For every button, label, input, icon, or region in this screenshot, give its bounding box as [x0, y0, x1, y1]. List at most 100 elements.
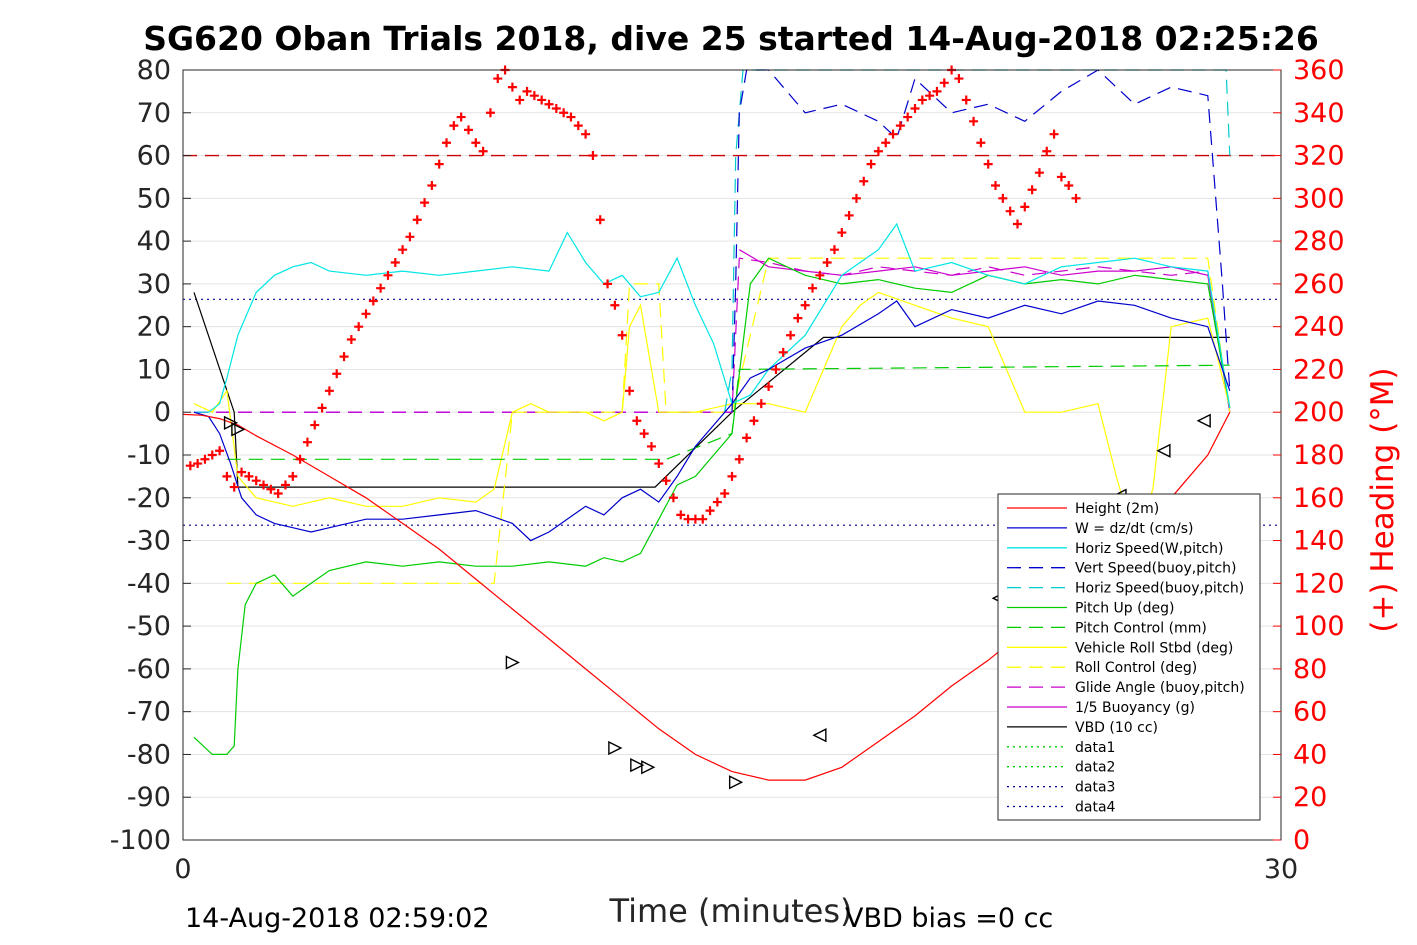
heading-point — [339, 352, 349, 362]
right-tick-label: 120 — [1293, 568, 1345, 599]
legend-label: data3 — [1075, 780, 1115, 796]
chart-title: SG620 Oban Trials 2018, dive 25 started … — [143, 19, 1319, 58]
heading-point — [273, 489, 283, 498]
legend-label: Vert Speed(buoy,pitch) — [1075, 561, 1237, 577]
right-tick-label: 280 — [1293, 226, 1345, 257]
legend-label: 1/5 Buoyancy (g) — [1075, 700, 1195, 716]
right-tick-label: 340 — [1293, 98, 1345, 129]
series-line — [731, 69, 1231, 413]
heading-point — [632, 416, 642, 426]
heading-point — [442, 138, 452, 148]
heading-point — [207, 450, 217, 460]
heading-point — [771, 364, 781, 374]
left-tick-label: 80 — [137, 55, 171, 86]
legend-label: Horiz Speed(W,pitch) — [1075, 541, 1223, 557]
heading-point — [859, 176, 869, 186]
heading-point — [354, 322, 364, 332]
left-tick-label: -80 — [127, 739, 171, 770]
depth-marker — [1196, 413, 1211, 428]
depth-marker — [223, 415, 239, 431]
heading-point — [1012, 219, 1022, 229]
depth-marker — [505, 655, 520, 670]
heading-point — [639, 429, 649, 439]
depth-marker — [1156, 443, 1171, 458]
right-axis-label: (+) Heading (°M) — [1365, 367, 1401, 632]
heading-point — [478, 146, 488, 156]
heading-point — [727, 471, 737, 481]
heading-point — [449, 121, 459, 131]
left-tick-label: 30 — [137, 269, 171, 300]
heading-point — [654, 459, 664, 469]
legend: Height (2m) W = dz/dt (cm/s) Horiz Speed(W… — [997, 493, 1261, 821]
heading-point — [925, 91, 935, 101]
heading-point — [544, 99, 554, 109]
series-line — [193, 292, 1230, 488]
heading-point — [456, 112, 466, 122]
series-line — [194, 257, 1231, 413]
heading-point — [969, 116, 979, 126]
heading-point — [939, 78, 949, 88]
left-tick-label: -20 — [127, 483, 171, 514]
heading-point — [676, 510, 686, 520]
heading-point — [873, 146, 883, 156]
left-tick-label: -70 — [127, 697, 171, 728]
heading-point — [705, 506, 715, 516]
legend-label: data1 — [1075, 740, 1115, 756]
heading-point — [808, 283, 818, 293]
heading-point — [463, 125, 473, 135]
heading-point — [383, 270, 393, 280]
heading-point — [895, 121, 905, 131]
heading-point — [222, 471, 232, 481]
left-tick-label: 60 — [137, 141, 171, 172]
heading-points — [186, 66, 1081, 524]
legend-label: VBD (10 cc) — [1075, 720, 1158, 736]
heading-point — [332, 369, 342, 379]
legend-label: Vehicle Roll Stbd (deg) — [1075, 640, 1233, 656]
heading-point — [434, 159, 444, 169]
heading-point — [661, 476, 671, 486]
series-line — [194, 222, 1231, 413]
heading-point — [851, 193, 861, 203]
x-tick-label: 0 — [174, 854, 191, 885]
heading-point — [573, 121, 583, 131]
heading-point — [786, 330, 796, 340]
heading-point — [537, 95, 547, 105]
x-axis-label: Time (minutes) — [609, 892, 853, 930]
right-tick-label: 0 — [1293, 825, 1310, 856]
heading-point — [427, 181, 437, 190]
heading-point — [610, 300, 620, 310]
right-tick-label: 180 — [1293, 440, 1345, 471]
right-tick-label: 80 — [1293, 654, 1327, 685]
heading-point — [734, 454, 744, 464]
heading-point — [368, 296, 378, 306]
heading-point — [200, 454, 210, 464]
heading-point — [215, 446, 225, 456]
right-tick-label: 160 — [1293, 483, 1345, 514]
heading-point — [237, 467, 247, 477]
series-layer — [182, 69, 1281, 781]
heading-point — [185, 461, 195, 471]
left-tick-label: 10 — [137, 354, 171, 385]
depth-marker — [608, 740, 623, 756]
heading-point — [1005, 206, 1015, 216]
heading-point — [515, 95, 525, 105]
heading-point — [485, 108, 495, 118]
heading-point — [566, 112, 576, 122]
heading-point — [244, 471, 254, 481]
heading-point — [954, 74, 964, 84]
left-axis-ticks: 80 70 60 50 40 30 20 10 0 -10 -20 -30 -40 -50 -60 -70 -8… — [110, 55, 191, 856]
heading-point — [617, 330, 627, 340]
heading-point — [881, 138, 891, 148]
left-tick-label: 40 — [137, 226, 171, 257]
depth-marker — [231, 422, 246, 437]
series-line — [193, 291, 1231, 543]
right-tick-label: 320 — [1293, 141, 1345, 172]
left-tick-label: -30 — [127, 526, 171, 557]
heading-point — [581, 129, 591, 139]
series-line — [226, 257, 1231, 584]
heading-point — [603, 279, 613, 289]
heading-point — [903, 112, 913, 122]
heading-point — [793, 313, 803, 323]
heading-point — [646, 441, 656, 451]
